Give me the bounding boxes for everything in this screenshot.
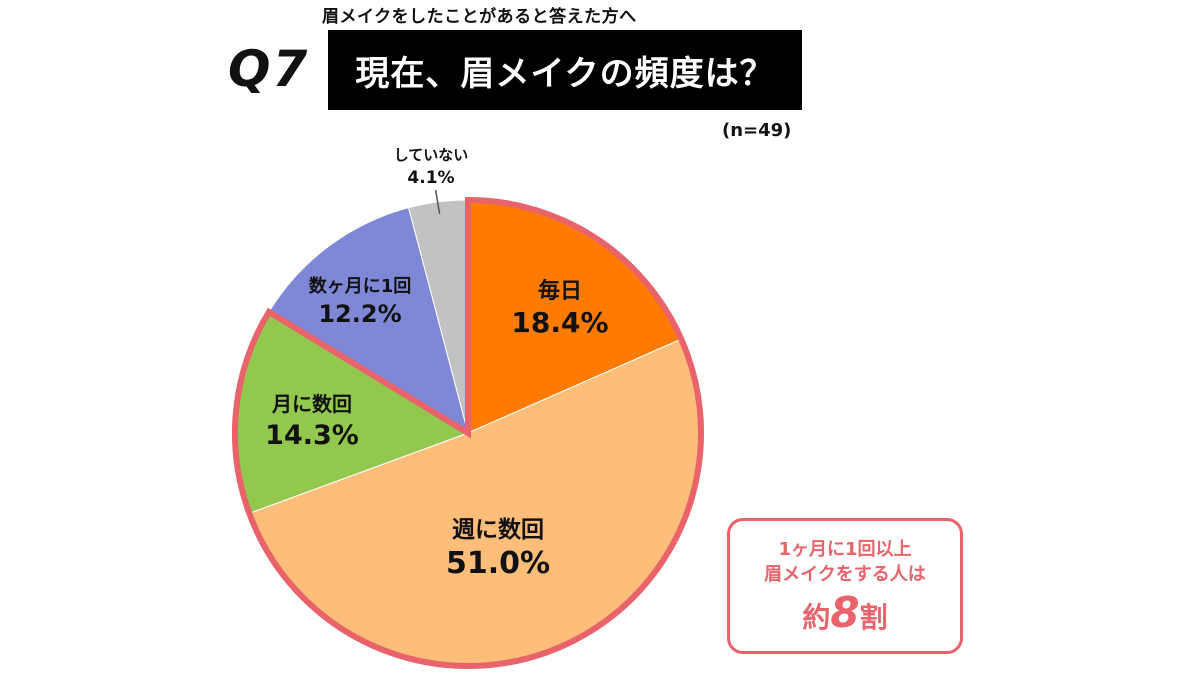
question-number: Q7 bbox=[228, 40, 310, 98]
chart-title: 現在、眉メイクの頻度は？ bbox=[355, 53, 775, 94]
chart-subtitle: 眉メイクをしたことがあると答えた方へ bbox=[322, 7, 637, 27]
callout-line-1: 1ヶ月に1回以上 bbox=[778, 539, 912, 560]
slice-label-weekly: 週に数回 bbox=[452, 517, 544, 543]
leader-line-no-makeup bbox=[434, 189, 441, 214]
slice-value-daily: 18.4% bbox=[511, 306, 608, 339]
chart-title-box: 現在、眉メイクの頻度は？ bbox=[328, 30, 802, 110]
callout-line-2: 眉メイクをする人は bbox=[764, 564, 926, 585]
callout-suffix: 割 bbox=[859, 601, 888, 634]
callout-prefix: 約 bbox=[802, 601, 831, 634]
slice-value-weekly: 51.0% bbox=[446, 546, 550, 581]
sample-size: (n=49) bbox=[722, 120, 792, 141]
summary-callout: 1ヶ月に1回以上 眉メイクをする人は 約8割 bbox=[727, 518, 963, 654]
slice-value-few-months: 12.2% bbox=[318, 300, 401, 328]
highlight-outline bbox=[232, 196, 704, 669]
slice-value-monthly: 14.3% bbox=[265, 420, 359, 451]
pie-slice-few-months bbox=[268, 207, 469, 435]
slice-label-monthly: 月に数回 bbox=[271, 392, 352, 416]
callout-result: 約8割 bbox=[730, 591, 960, 640]
slice-label-no-makeup: していない bbox=[394, 146, 469, 164]
slice-label-few-months: 数ヶ月に1回 bbox=[309, 275, 412, 297]
slice-label-daily: 毎日 bbox=[538, 279, 582, 304]
callout-number: 8 bbox=[830, 588, 860, 637]
slice-value-no-makeup: 4.1% bbox=[407, 168, 454, 188]
